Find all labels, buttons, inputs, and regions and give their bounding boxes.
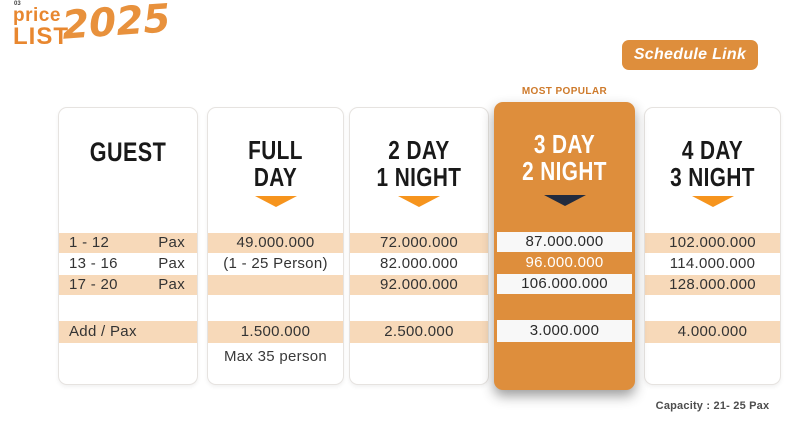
title-price: price <box>13 5 61 26</box>
3day-price-1: 87.000.000 <box>497 232 632 252</box>
full-day-price-1: 49.000.000 <box>208 233 343 253</box>
card-2day-1night-header: 2 DAY 1 NIGHT <box>364 137 474 191</box>
page-number: 03 <box>14 1 21 7</box>
card-guest-header: GUEST <box>73 139 183 166</box>
card-4day-3night-header-line2: 3 NIGHT <box>670 162 755 192</box>
3day-add-price: 3.000.000 <box>497 320 632 342</box>
card-4day-3night-header: 4 DAY 3 NIGHT <box>659 137 767 191</box>
card-2day-1night-header-line2: 1 NIGHT <box>376 162 462 192</box>
card-2day-1night-header-line1: 2 DAY <box>388 135 450 165</box>
guest-row-3: 17 - 20 Pax <box>59 275 197 295</box>
triangle-down-icon <box>691 196 734 207</box>
2day-price-2: 82.000.000 <box>379 255 459 272</box>
4day-price-2: 114.000.000 <box>669 255 756 272</box>
2day-price-1: 72.000.000 <box>350 233 488 253</box>
capacity-note: Capacity : 21- 25 Pax <box>655 400 770 412</box>
guest-row-1: 1 - 12 Pax <box>59 233 197 253</box>
full-day-note: Max 35 person <box>223 348 328 365</box>
2day-price-3: 92.000.000 <box>350 275 488 295</box>
4day-price-3: 128.000.000 <box>645 275 780 295</box>
card-3day-2night-header: 3 DAY 2 NIGHT <box>508 131 621 185</box>
card-full-day-header: FULL DAY <box>222 137 330 191</box>
card-3day-2night-header-line1: 3 DAY <box>533 129 596 159</box>
4day-price-1: 102.000.000 <box>645 233 780 253</box>
triangle-down-icon <box>398 196 440 207</box>
guest-range-2: 13 - 16 <box>69 255 118 272</box>
schedule-link-button[interactable]: Schedule Link <box>622 40 758 70</box>
card-4day-3night-header-line1: 4 DAY <box>681 135 744 165</box>
most-popular-badge: MOST POPULAR <box>521 86 608 97</box>
2day-add-price: 2.500.000 <box>350 321 488 343</box>
card-guest: GUEST 1 - 12 Pax 13 - 16 Pax 17 - 20 Pax… <box>58 107 198 385</box>
card-3day-2night-highlighted: 3 DAY 2 NIGHT 87.000.000 96.000.000 106.… <box>494 102 635 390</box>
card-guest-header-line1: GUEST <box>89 137 167 167</box>
card-3day-2night-header-line2: 2 NIGHT <box>522 156 607 186</box>
full-day-price-3 <box>208 275 343 295</box>
guest-range-3: 17 - 20 <box>69 276 118 293</box>
4day-add-price: 4.000.000 <box>645 321 780 343</box>
card-full-day-header-line1: FULL <box>248 135 303 165</box>
guest-range-1: 1 - 12 <box>69 234 110 251</box>
full-day-price-2: (1 - 25 Person) <box>223 255 328 272</box>
3day-price-2: 96.000.000 <box>525 254 604 271</box>
triangle-down-icon <box>254 196 297 207</box>
card-4day-3night: 4 DAY 3 NIGHT 102.000.000 114.000.000 12… <box>644 107 781 385</box>
full-day-add-price: 1.500.000 <box>208 321 343 343</box>
card-full-day: FULL DAY 49.000.000 (1 - 25 Person) 1.50… <box>207 107 344 385</box>
card-full-day-header-line2: DAY <box>253 162 298 192</box>
title-year: 2025 <box>60 0 172 49</box>
triangle-down-icon <box>543 195 586 206</box>
title-list: LIST <box>13 23 69 50</box>
guest-unit-3: Pax <box>158 276 185 293</box>
guest-row-2: 13 - 16 Pax <box>59 254 197 274</box>
guest-add-label: Add / Pax <box>69 323 137 340</box>
3day-price-3: 106.000.000 <box>497 274 632 294</box>
card-2day-1night: 2 DAY 1 NIGHT 72.000.000 82.000.000 92.0… <box>349 107 489 385</box>
guest-unit-1: Pax <box>158 234 185 251</box>
guest-unit-2: Pax <box>158 255 185 272</box>
guest-add-row: Add / Pax <box>59 321 197 343</box>
